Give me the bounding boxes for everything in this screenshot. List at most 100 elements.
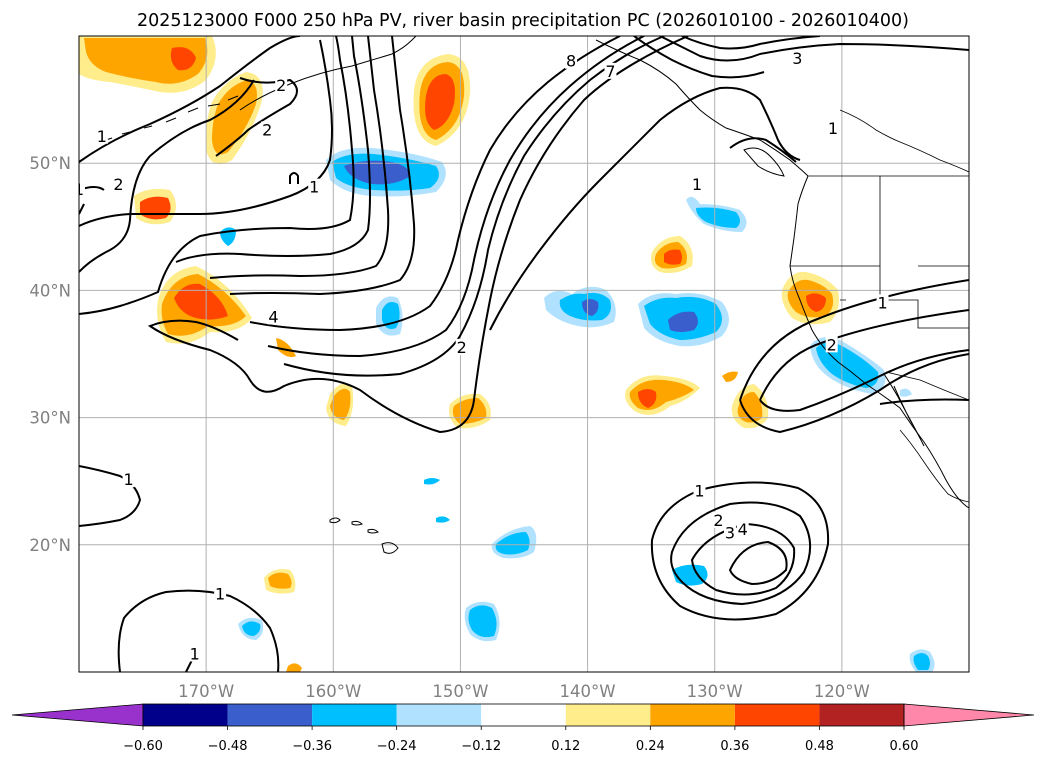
contour-label: 3 [725, 524, 735, 543]
alaska-panhandle [595, 39, 809, 177]
us-west-states [790, 176, 969, 329]
contour-label: 1 [215, 585, 225, 604]
pv-contour-south-1 [79, 465, 142, 527]
pos-anomaly-dateline-north-core [140, 196, 171, 220]
colorbar-tick-label: −0.36 [292, 739, 332, 754]
southwest-coast-detail [899, 429, 969, 503]
contour-label-bg [122, 471, 135, 488]
y-tick-label: 30°N [29, 409, 71, 428]
colorbar-tick-label: 0.12 [551, 739, 580, 754]
pv-contour-ridge [489, 86, 801, 331]
neg-anomaly-50n-157w-peak [344, 160, 410, 185]
contour-label-bg [736, 520, 749, 537]
pos-anomaly-32n-135w-peak [638, 389, 657, 408]
contour-label-bg [712, 511, 725, 528]
pv-contour-cutoff-5 [879, 398, 969, 405]
colorbar-bin [227, 704, 313, 726]
colorbar-under-extension [11, 703, 144, 727]
colorbar-bin [481, 704, 566, 726]
hawaii-islands [329, 517, 399, 554]
pv-contour-ne-3 [681, 36, 821, 50]
north-america-west-coast [789, 175, 969, 509]
pos-anomaly-aleutian-west-peak [170, 47, 196, 71]
pv-contour-cutoff-3 [739, 353, 969, 434]
colorbar-tick-label: 0.24 [636, 739, 665, 754]
neg-anomaly-baja [900, 388, 912, 397]
contour-label-bg [275, 76, 288, 93]
y-axis-tick-labels: 20°N 30°N 40°N 50°N [29, 154, 71, 555]
x-tick-label: 150°W [432, 682, 488, 701]
contour-label: 1 [877, 293, 887, 312]
contour-label: 1 [692, 175, 702, 194]
colorbar-tick-label: 0.48 [805, 739, 834, 754]
pos-anomaly-17n-165w-core [268, 572, 292, 589]
neg-anomaly-14n-165w-core [242, 621, 261, 636]
contour-label-bg [693, 482, 706, 499]
colorbar-bin [312, 704, 397, 726]
x-tick-label: 120°W [814, 682, 870, 701]
contour-label-bg [723, 524, 736, 541]
contour-label-bg [825, 336, 838, 353]
precip-shading [79, 36, 935, 672]
contour-label-bg [604, 62, 617, 79]
british-columbia-border [839, 109, 969, 173]
gridlines [79, 36, 969, 672]
pv-contour-trough-2 [267, 36, 645, 358]
contour-label-bg [565, 52, 578, 69]
pv-contour-coast-1 [729, 137, 797, 163]
chart-title: 2025123000 F000 250 hPa PV, river basin … [137, 11, 909, 31]
pos-anomaly-31n-127w-core [737, 392, 763, 423]
pv-contour-cutoff-4 [759, 349, 969, 412]
pv-contour-trough-4 [147, 36, 689, 434]
colorbar-frame [142, 703, 905, 727]
pos-anomaly-gulf-alaska-north-peak [425, 74, 455, 130]
colorbar-tick-label: 0.36 [720, 739, 749, 754]
x-tick-label: 170°W [178, 682, 234, 701]
pv-contour-trough-1 [249, 36, 621, 332]
pv-contour-outer [79, 79, 255, 273]
contour-label: 1 [309, 178, 319, 197]
y-tick-label: 20°N [29, 536, 71, 555]
pos-anomaly-31n-160w-core [330, 388, 351, 420]
contour-label-bg [188, 645, 201, 662]
baja-california [883, 373, 925, 447]
neg-anomaly-39n-140w-peak [582, 299, 599, 316]
colorbar-tick-labels: −0.60 −0.48 −0.36 −0.24 −0.12 0.12 0.24 0.36 0.4… [123, 726, 918, 754]
pos-anomaly-aleutian-east-core [212, 80, 257, 155]
contour-label-bg [95, 127, 108, 144]
contour-label-bg [826, 120, 839, 137]
colorbar-bin [565, 704, 651, 726]
contour-label-bg [267, 308, 280, 325]
neg-anomaly-socal-core [816, 342, 879, 388]
pv-contour-jet-1 [79, 36, 301, 163]
pos-anomaly-40n-west-peak [174, 283, 228, 320]
x-axis-tick-labels: 170°W 160°W 150°W 140°W 130°W 120°W [178, 682, 870, 701]
colorbar-tick-label: −0.24 [377, 739, 417, 754]
x-tick-label: 160°W [305, 682, 361, 701]
contour-label-bg [455, 338, 468, 355]
contour-label: 8 [566, 52, 576, 71]
map-frame [78, 35, 970, 673]
contour-label: 2 [457, 338, 467, 357]
contour-label: 1 [74, 180, 84, 199]
pos-anomaly-bottom-edge [286, 663, 302, 672]
pv-contour-closed-4 [728, 540, 788, 586]
contour-label-bg [79, 181, 85, 198]
contour-label: 2 [113, 175, 123, 194]
contour-label-bg [261, 121, 274, 138]
contour-label: 7 [605, 62, 615, 81]
colorbar-tick-label: −0.60 [123, 739, 163, 754]
contour-label-bg [690, 176, 703, 193]
contour-label: 4 [738, 520, 748, 539]
pos-anomaly-cal-coast-peak [806, 293, 826, 312]
contour-label: 2 [713, 511, 723, 530]
coastlines [99, 36, 969, 554]
pos-anomaly-43n-133w-peak [664, 249, 682, 265]
pv-contour-south-2 [117, 589, 280, 672]
pos-anomaly-small-35n [276, 338, 296, 358]
contour-label-bg [214, 585, 227, 602]
pv-contour-jet-4 [175, 36, 371, 263]
pv-contour-jet-6 [229, 36, 416, 296]
